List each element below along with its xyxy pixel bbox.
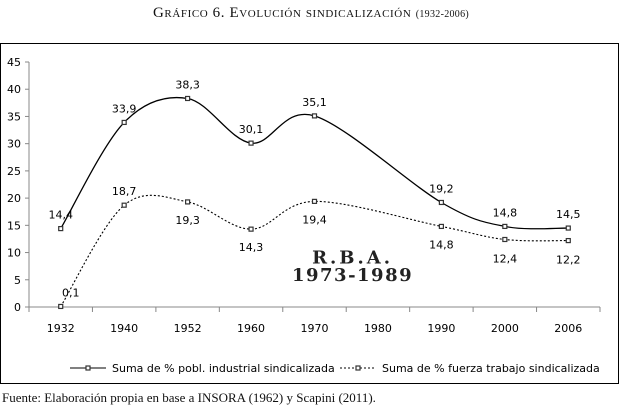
data-label: 38,3 bbox=[175, 78, 200, 91]
series-line-fuerza-trabajo bbox=[60, 194, 569, 307]
y-tick-label: 40 bbox=[7, 83, 21, 96]
data-point-marker bbox=[58, 226, 64, 232]
x-tick-label: 1980 bbox=[364, 322, 392, 335]
y-tick-label: 0 bbox=[14, 301, 21, 314]
data-point-marker bbox=[438, 223, 444, 230]
y-tick-label: 15 bbox=[7, 219, 21, 232]
data-label: 14,8 bbox=[429, 238, 454, 251]
y-tick-label: 10 bbox=[7, 247, 21, 260]
figure-title-prefix: Gráfico 6. bbox=[152, 5, 230, 21]
data-label: 12,4 bbox=[493, 252, 518, 265]
data-label: 14,3 bbox=[239, 241, 264, 254]
data-point-marker bbox=[185, 199, 191, 205]
data-label: 14,4 bbox=[48, 209, 73, 222]
y-tick-label: 5 bbox=[14, 274, 21, 287]
data-point-marker bbox=[565, 237, 571, 244]
figure-title: Gráfico 6. Evolución sindicalización (19… bbox=[0, 5, 622, 22]
legend-label-1: Suma de % pobl. industrial sindicalizada bbox=[112, 362, 335, 375]
annotation-period: 1973-1989 bbox=[292, 265, 413, 286]
data-point-marker bbox=[58, 303, 64, 310]
x-tick-label: 1970 bbox=[301, 322, 329, 335]
data-point-marker bbox=[248, 140, 254, 146]
data-point-marker bbox=[438, 199, 444, 206]
x-tick-label: 1932 bbox=[47, 322, 75, 335]
y-tick-label: 35 bbox=[7, 110, 21, 123]
chart-axes: 0 5 10 15 20 25 30 35 40 45 1932 1940 1952 1960 1970 19… bbox=[7, 56, 601, 335]
x-tick-label: 1990 bbox=[427, 322, 455, 335]
annotation-rba: R.B.A. bbox=[312, 247, 393, 268]
data-point-marker bbox=[311, 198, 318, 204]
data-label: 35,1 bbox=[302, 96, 327, 109]
data-point-marker bbox=[248, 226, 254, 232]
data-point-marker bbox=[121, 202, 127, 208]
legend-marker-2 bbox=[355, 365, 361, 371]
data-label: 19,3 bbox=[175, 214, 200, 227]
data-point-marker bbox=[502, 236, 508, 243]
x-tick-label: 1940 bbox=[110, 322, 138, 335]
x-tick-label: 1952 bbox=[174, 322, 202, 335]
figure-title-years: (1932-2006) bbox=[415, 9, 470, 20]
data-label: 19,4 bbox=[302, 213, 327, 226]
data-point-marker bbox=[185, 95, 191, 102]
data-point-marker bbox=[502, 223, 508, 230]
data-label: 14,8 bbox=[493, 206, 518, 219]
data-label: 0,1 bbox=[62, 286, 80, 299]
y-tick-label: 25 bbox=[7, 165, 21, 178]
data-label: 18,7 bbox=[112, 185, 137, 198]
data-point-marker bbox=[121, 119, 127, 126]
figure-source: Fuente: Elaboración propia en base a INS… bbox=[2, 390, 376, 405]
chart-series bbox=[58, 95, 571, 310]
chart-legend: Suma de % pobl. industrial sindicalizada… bbox=[70, 362, 600, 375]
y-tick-label: 45 bbox=[7, 56, 21, 69]
legend-marker-1 bbox=[85, 365, 91, 371]
data-point-marker bbox=[565, 225, 571, 231]
x-tick-label: 2000 bbox=[491, 322, 519, 335]
data-label: 12,2 bbox=[556, 254, 581, 267]
y-tick-label: 20 bbox=[7, 192, 21, 205]
y-tick-label: 30 bbox=[7, 138, 21, 151]
data-label: 33,9 bbox=[112, 102, 137, 115]
figure-title-main: Evolución sindicalización bbox=[229, 5, 412, 21]
x-tick-label: 1960 bbox=[237, 322, 265, 335]
data-label: 19,2 bbox=[429, 182, 454, 195]
chart-frame bbox=[0, 43, 619, 384]
chart-annotations: R.B.A.1973-1989 bbox=[292, 247, 413, 286]
chart-data-labels: 14,4 33,9 38,3 30,1 35,1 19,2 14,8 14,5 0,1 18,7 1… bbox=[48, 78, 580, 299]
legend-label-2: Suma de % fuerza trabajo sindicalizada bbox=[382, 362, 600, 375]
data-label: 14,5 bbox=[556, 208, 581, 221]
x-tick-label: 2006 bbox=[554, 322, 582, 335]
data-point-marker bbox=[311, 113, 318, 119]
data-label: 30,1 bbox=[239, 123, 264, 136]
